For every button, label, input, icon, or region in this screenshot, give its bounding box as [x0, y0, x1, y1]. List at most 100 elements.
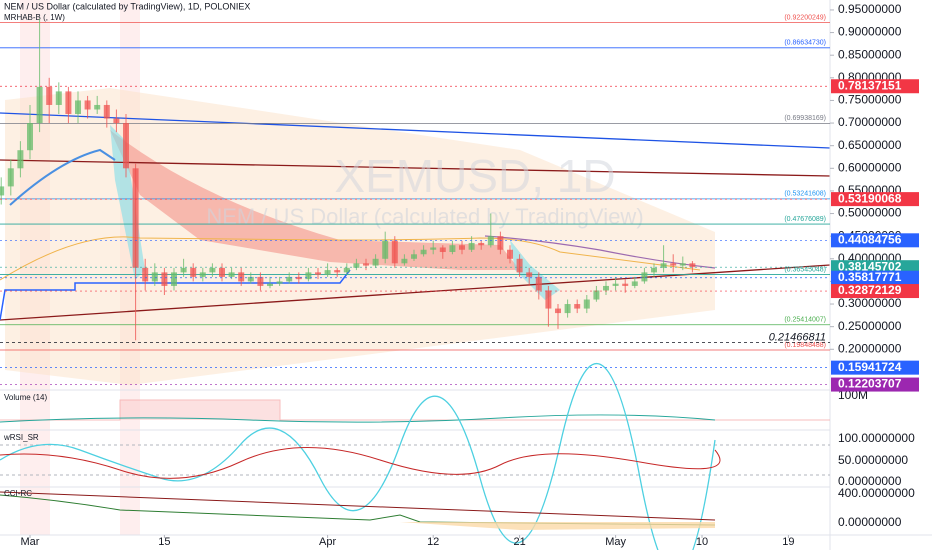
price-tag-label: 0.35817771 [838, 270, 902, 284]
candle-body [315, 272, 321, 275]
candle-body [209, 267, 216, 273]
candle-body [0, 186, 5, 196]
candle-body [305, 272, 312, 280]
candle-body [545, 290, 552, 309]
candle-body [324, 270, 331, 275]
y-tick-label: 0.75000000 [838, 93, 902, 107]
candle-body [180, 267, 187, 273]
candle-body [142, 267, 149, 282]
rsi-signal [0, 447, 721, 479]
price-tag [831, 377, 919, 392]
candle-body [84, 100, 91, 110]
candle-body [190, 267, 197, 277]
price-tag [831, 270, 919, 285]
candle-body [651, 267, 657, 273]
y-tick-label: 0.85000000 [838, 47, 902, 61]
price-tag-label: 0.53190068 [838, 191, 902, 205]
pane-title: Volume (14) [4, 393, 47, 402]
pane-tick: 100M [838, 388, 868, 402]
candle-body [574, 304, 581, 309]
candle-body [46, 86, 53, 105]
price-tag-label: 0.44084756 [838, 232, 902, 246]
candle-body [670, 263, 677, 266]
price-tag [831, 284, 919, 299]
level-label: (0.69938169) [784, 115, 826, 122]
x-tick-label: Apr [319, 536, 336, 548]
level-label: (0.92200249) [784, 14, 826, 21]
candle-body [199, 272, 206, 277]
price-tag [831, 233, 919, 248]
candle-body [17, 150, 24, 169]
price-tag [831, 192, 919, 207]
cloud [5, 88, 715, 385]
x-tick-label: May [605, 536, 626, 548]
price-tag-label: 0.32872129 [838, 283, 902, 297]
candle-body [343, 267, 350, 273]
x-tick-label: 21 [513, 536, 525, 548]
candle-body [497, 236, 504, 250]
indicator-line [0, 269, 351, 321]
price-tag-label: 0.38145702 [838, 259, 902, 273]
candle-body [171, 272, 177, 286]
candle-body [631, 281, 638, 286]
pane-title: wRSI_SR [3, 433, 39, 442]
candle-body [372, 258, 379, 266]
level-label: (0.86634730) [784, 40, 826, 47]
candle-body [439, 247, 446, 253]
candle-body [55, 91, 62, 105]
cci-line [0, 494, 716, 526]
volume-line [0, 414, 716, 423]
y-tick-label: 0.70000000 [838, 115, 902, 129]
x-tick-label: 12 [427, 536, 439, 548]
price-tag [831, 79, 919, 94]
level-label: (0.19848488) [784, 342, 826, 349]
candle-body [468, 242, 475, 250]
candle-body [401, 258, 408, 264]
header-indicator: MRHAB-B (, 1W) [4, 13, 65, 22]
y-tick-label: 0.65000000 [838, 138, 902, 152]
price-tag-label: 0.12203707 [838, 377, 902, 391]
candle-body [411, 254, 417, 259]
pane-tick: 0.00000000 [838, 515, 902, 529]
candle-body [238, 272, 245, 282]
candle-body [132, 168, 139, 268]
candle-body [334, 270, 341, 273]
candle-body [391, 240, 398, 264]
candle-body [161, 272, 168, 286]
candle-body [612, 283, 619, 286]
candle-body [123, 123, 129, 169]
candle-body [583, 299, 590, 309]
candle-body [603, 285, 609, 291]
candle-body [555, 308, 561, 314]
candle-body [247, 276, 254, 282]
candle-body [353, 263, 360, 268]
y-tick-label: 0.60000000 [838, 160, 902, 174]
watermark-description: NEM / US Dollar (calculated by TradingVi… [206, 204, 643, 229]
candle-body [382, 240, 389, 259]
level-label: (0.53241608) [784, 191, 826, 198]
cci-area [400, 522, 715, 530]
candle-body [276, 281, 283, 284]
ribbon [110, 130, 520, 270]
candle-body [430, 247, 437, 250]
price-tag-label: 0.15941724 [838, 360, 902, 374]
candle-body [689, 263, 696, 268]
pane-tick: 50.00000000 [838, 453, 908, 467]
candle-body [295, 276, 302, 280]
candle-body [564, 304, 571, 314]
candle-body [257, 276, 264, 286]
pane-tick: 400.00000000 [838, 486, 915, 500]
pane-tick: 0.00000000 [838, 474, 902, 488]
indicator-line [9, 148, 116, 206]
candle-body [487, 236, 494, 246]
candle-body [228, 272, 235, 277]
level-label: (0.25414007) [784, 317, 826, 324]
candle-body [641, 272, 648, 282]
candle-body [7, 168, 14, 187]
pane-tick: 100.00000000 [838, 431, 915, 445]
candle-body [420, 249, 427, 255]
cci-signal [0, 491, 716, 521]
candle-body [65, 91, 72, 115]
x-tick-label: 19 [782, 536, 794, 548]
